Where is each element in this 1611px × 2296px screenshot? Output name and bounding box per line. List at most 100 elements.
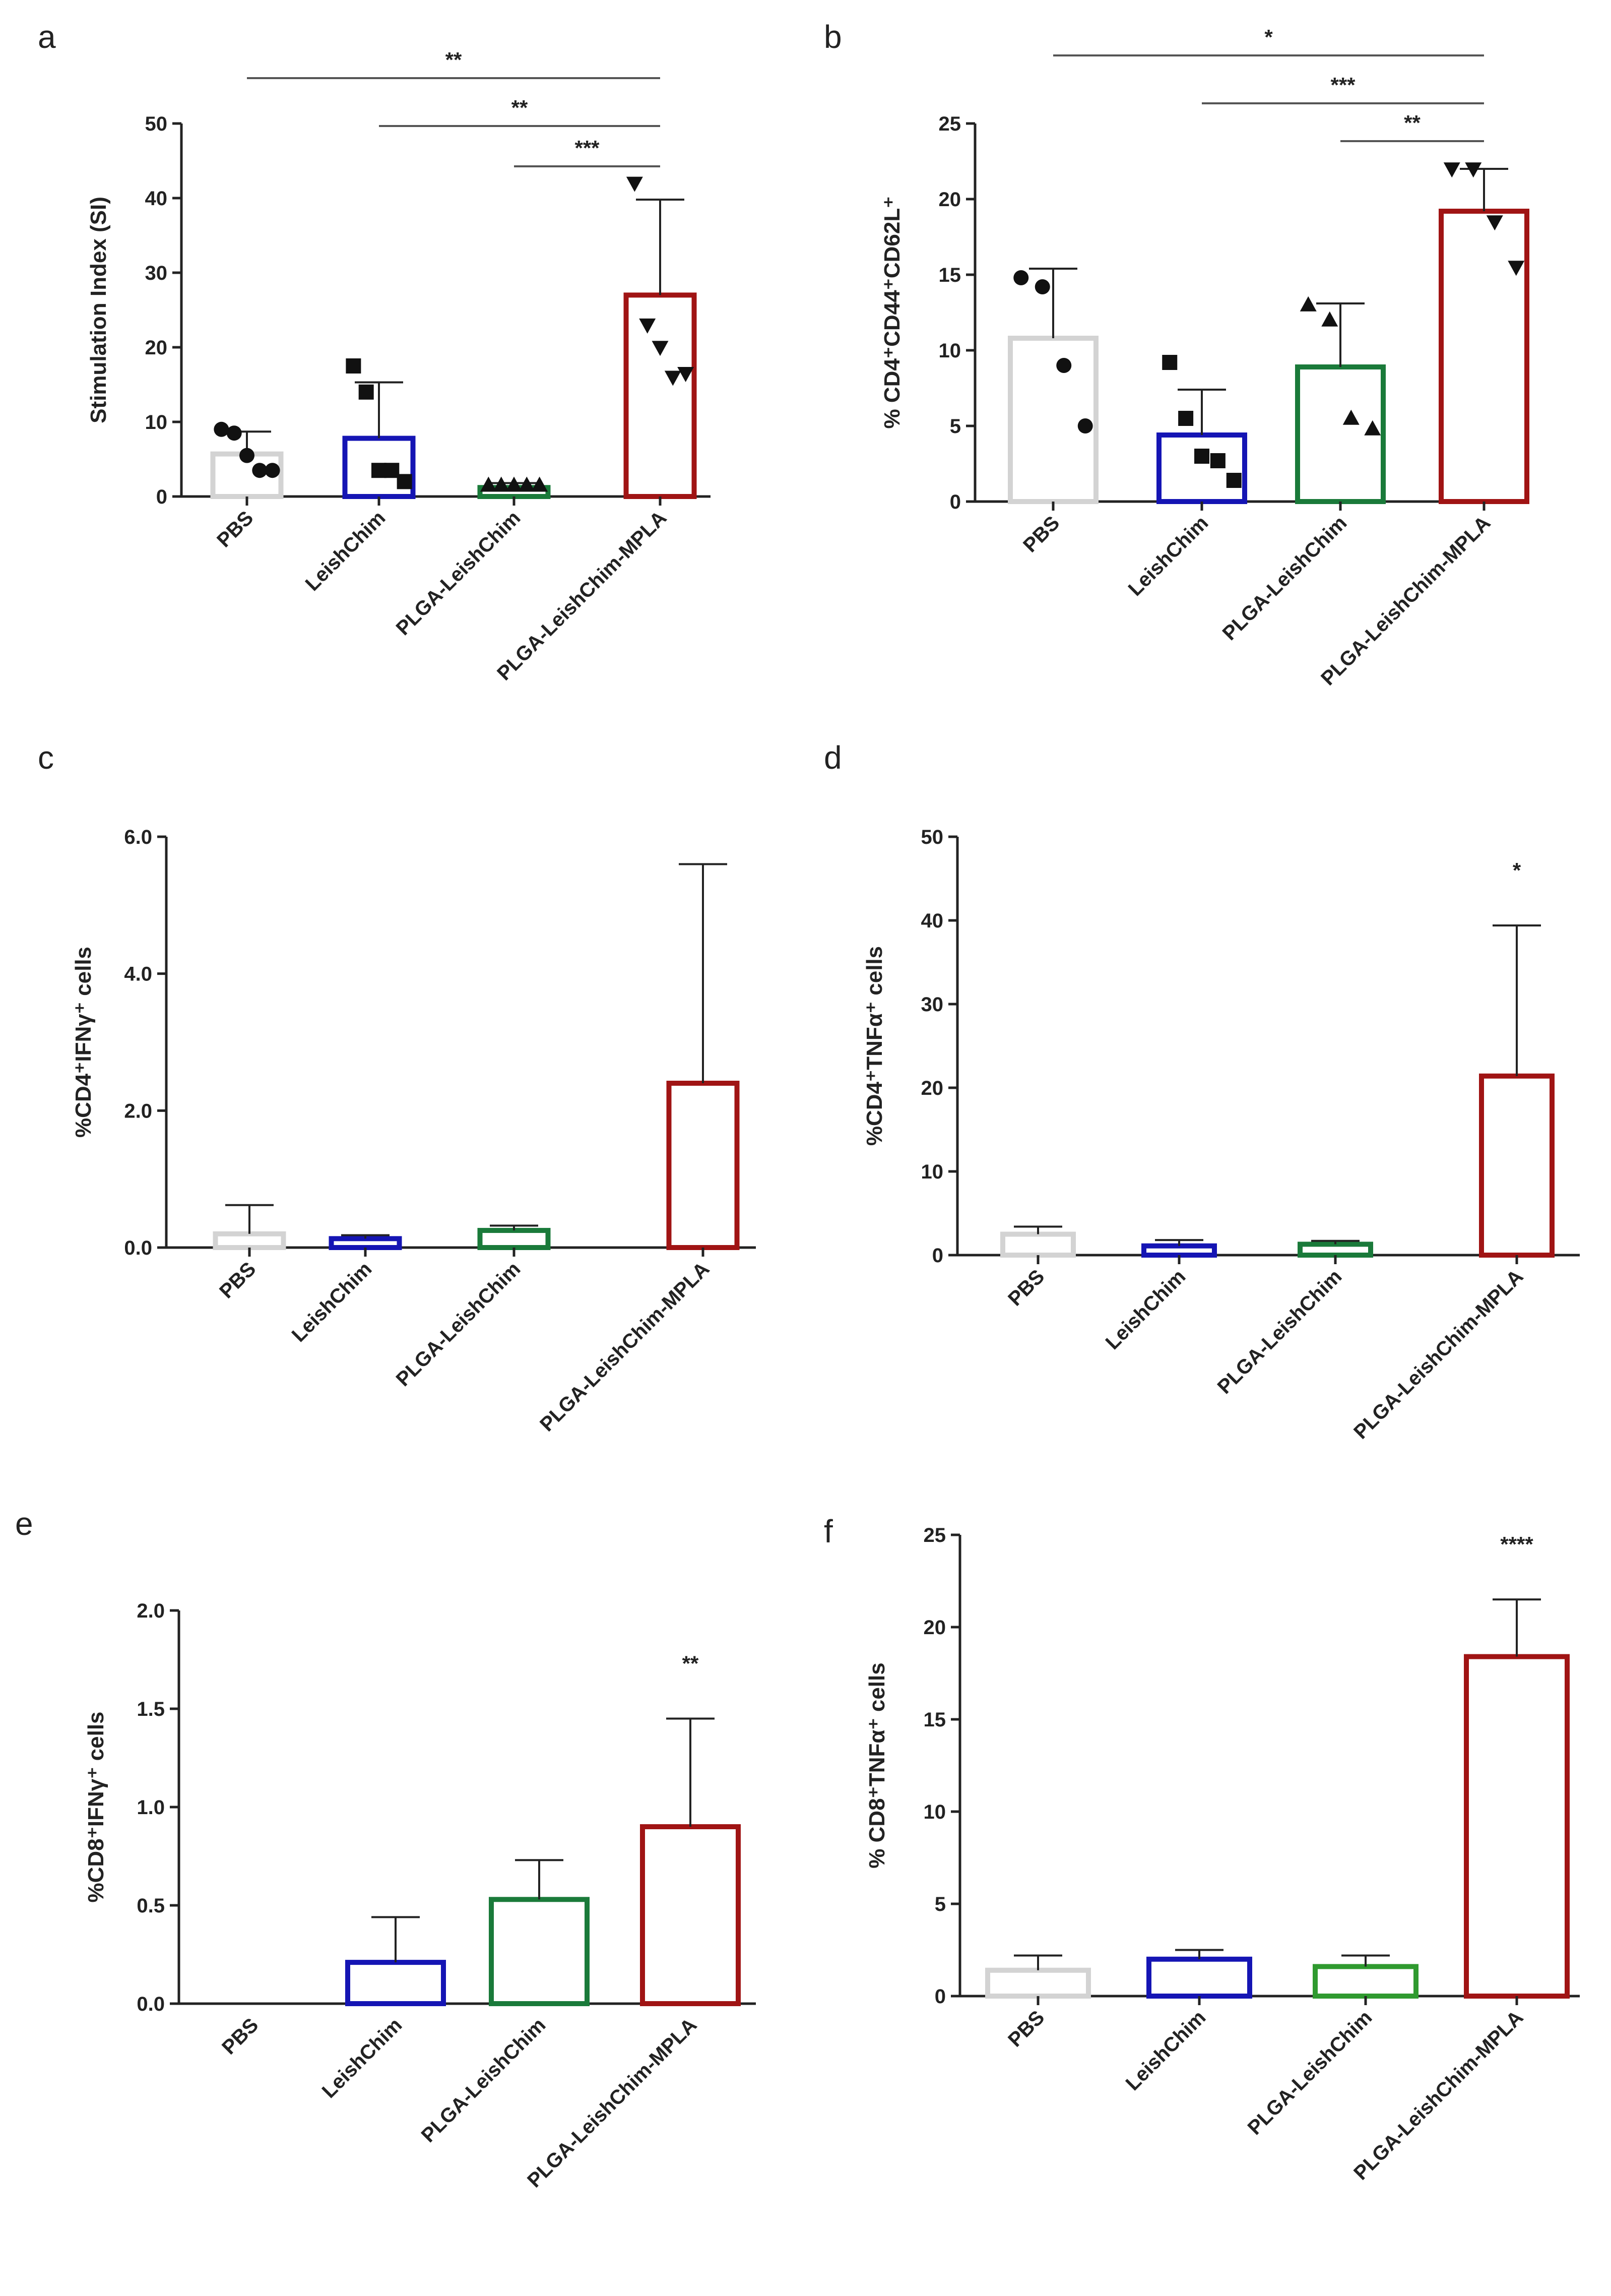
d-bar-PLGA-LeishChim-MPLA xyxy=(1479,1073,1555,1258)
b-significance-label: ** xyxy=(1404,111,1421,135)
chart-a: 0 10 20 30 40 50 Stimulation Index (SI) PBS Leis… xyxy=(86,48,711,685)
d-y-tick-label: 0 xyxy=(932,1245,943,1267)
b-data-point-PBS xyxy=(1077,418,1093,433)
a-data-point-PBS xyxy=(252,463,268,478)
f-bar-PLGA-LeishChim-MPLA xyxy=(1464,1654,1570,1999)
a-y-tick-label: 50 xyxy=(145,113,168,135)
a-significance-label: ** xyxy=(445,48,462,72)
panel-c: c 0.0 2.0 4.0 6.0 %CD4⁺IFNγ⁺ cells PBS LeishCh… xyxy=(38,739,756,1436)
c-y-tick-label: 0.0 xyxy=(124,1237,152,1259)
a-data-point-PLGA-LeishChim xyxy=(480,476,497,492)
a-data-point-PBS xyxy=(265,463,280,478)
f-category-label: PBS xyxy=(1004,2006,1049,2051)
a-data-point-LeishChim xyxy=(346,358,361,374)
d-category-label: LeishChim xyxy=(1102,1265,1190,1354)
b-y-axis-title: % CD4⁺CD44⁺CD62L⁺ xyxy=(880,197,905,429)
a-data-point-LeishChim xyxy=(397,474,412,489)
b-y-tick-label: 20 xyxy=(939,189,961,211)
b-category-label: LeishChim xyxy=(1124,512,1213,600)
e-category-label: LeishChim xyxy=(318,2014,407,2102)
b-data-point-PLGA-LeishChim-MPLA xyxy=(1486,215,1503,231)
c-bar-LeishChim xyxy=(329,1236,402,1250)
b-y-tick-label: 15 xyxy=(939,264,961,286)
b-y-tick-label: 10 xyxy=(939,340,961,362)
c-y-tick-label: 6.0 xyxy=(124,826,152,848)
b-y-tick-label: 25 xyxy=(939,113,961,135)
f-y-tick-label: 25 xyxy=(924,1524,946,1546)
d-y-tick-label: 50 xyxy=(921,826,944,848)
panel-a-letter: a xyxy=(38,19,56,55)
a-y-tick-label: 0 xyxy=(156,486,167,508)
a-y-axis-title: Stimulation Index (SI) xyxy=(86,197,111,423)
e-y-tick-label: 0.5 xyxy=(137,1895,165,1917)
a-category-label: PLGA-LeishChim-MPLA xyxy=(493,507,671,685)
f-category-label: PLGA-LeishChim xyxy=(1244,2006,1377,2139)
a-category-label: PBS xyxy=(213,507,257,551)
b-data-point-LeishChim xyxy=(1162,355,1178,370)
e-y-tick-label: 1.5 xyxy=(137,1698,165,1720)
a-data-point-PLGA-LeishChim xyxy=(518,476,535,492)
c-bar-PLGA-LeishChim-MPLA xyxy=(666,1081,740,1250)
e-y-tick-label: 2.0 xyxy=(137,1600,165,1622)
b-data-point-PLGA-LeishChim xyxy=(1321,311,1338,327)
panel-a: a 0 10 20 30 40 50 Stimulation Index (SI) PBS Le… xyxy=(38,19,711,685)
b-bar-PLGA-LeishChim-MPLA xyxy=(1439,209,1529,504)
a-data-point-PLGA-LeishChim-MPLA xyxy=(677,367,694,383)
panel-d: d 0 10 20 30 40 50 %CD4⁺TNFα⁺ cells PBS LeishChi… xyxy=(824,739,1580,1443)
d-bar-LeishChim xyxy=(1141,1243,1217,1258)
d-y-tick-label: 40 xyxy=(921,910,944,932)
c-bar-PLGA-LeishChim xyxy=(477,1228,551,1251)
b-significance-label: * xyxy=(1264,25,1273,49)
b-data-point-PLGA-LeishChim xyxy=(1342,409,1360,425)
a-data-point-PLGA-LeishChim xyxy=(531,476,548,492)
d-category-label: PBS xyxy=(1004,1265,1049,1310)
a-data-point-PLGA-LeishChim-MPLA xyxy=(626,176,643,192)
a-data-point-PLGA-LeishChim-MPLA xyxy=(652,341,669,356)
chart-e: 0.0 0.5 1.0 1.5 2.0 %CD8⁺IFNγ⁺ cells PBS LeishC… xyxy=(84,1600,756,2192)
b-category-label: PLGA-LeishChim-MPLA xyxy=(1317,512,1495,690)
d-bar-PBS xyxy=(1000,1231,1076,1258)
f-category-label: LeishChim xyxy=(1122,2006,1210,2095)
a-data-point-LeishChim xyxy=(371,463,386,478)
b-data-point-PLGA-LeishChim-MPLA xyxy=(1508,261,1525,276)
b-data-point-PBS xyxy=(1035,279,1050,294)
b-bar-LeishChim xyxy=(1156,432,1247,504)
a-data-point-LeishChim xyxy=(384,463,400,478)
chart-d: 0 10 20 30 40 50 %CD4⁺TNFα⁺ cells PBS LeishChim P… xyxy=(862,826,1580,1443)
f-significance-label: **** xyxy=(1500,1532,1533,1556)
d-category-label: PLGA-LeishChim xyxy=(1213,1265,1346,1398)
b-category-label: PBS xyxy=(1019,512,1064,556)
chart-c: 0.0 2.0 4.0 6.0 %CD4⁺IFNγ⁺ cells PBS LeishChim… xyxy=(71,826,756,1436)
a-y-tick-label: 40 xyxy=(145,188,168,210)
a-data-point-LeishChim xyxy=(358,384,374,400)
e-bar-LeishChim xyxy=(345,1960,446,2007)
e-significance-label: ** xyxy=(682,1652,699,1676)
panel-c-letter: c xyxy=(38,739,54,776)
chart-f: 0 5 10 15 20 25 % CD8⁺TNFα⁺ cells PBS LeishChim P… xyxy=(865,1524,1580,2184)
c-category-label: PLGA-LeishChim-MPLA xyxy=(536,1258,714,1436)
e-bar-PLGA-LeishChim xyxy=(489,1897,590,2007)
e-category-label: PBS xyxy=(218,2014,263,2059)
b-data-point-PLGA-LeishChim xyxy=(1300,296,1317,312)
c-category-label: LeishChim xyxy=(288,1258,376,1346)
e-category-label: PLGA-LeishChim xyxy=(417,2014,550,2147)
c-y-tick-label: 2.0 xyxy=(124,1100,152,1122)
c-bar-PBS xyxy=(213,1231,286,1250)
d-y-tick-label: 20 xyxy=(921,1077,944,1099)
b-data-point-PLGA-LeishChim-MPLA xyxy=(1465,162,1482,178)
panel-e-letter: e xyxy=(15,1506,33,1542)
panel-b-letter: b xyxy=(824,19,842,55)
b-data-point-LeishChim xyxy=(1226,473,1242,488)
a-y-tick-label: 30 xyxy=(145,262,168,284)
b-data-point-PLGA-LeishChim xyxy=(1364,420,1381,436)
b-y-tick-label: 5 xyxy=(950,415,961,438)
e-y-axis-title: %CD8⁺IFNγ⁺ cells xyxy=(84,1711,108,1902)
c-category-label: PBS xyxy=(215,1258,260,1302)
e-y-tick-label: 1.0 xyxy=(137,1796,165,1819)
d-significance-label: * xyxy=(1513,858,1521,882)
panel-f-letter: f xyxy=(824,1513,833,1549)
panel-b: b 0 5 10 15 20 25 % CD4⁺CD44⁺CD62L⁺ PBS LeishChi… xyxy=(824,19,1529,690)
f-bar-PLGA-LeishChim xyxy=(1313,1964,1419,1999)
a-y-tick-label: 10 xyxy=(145,411,168,433)
